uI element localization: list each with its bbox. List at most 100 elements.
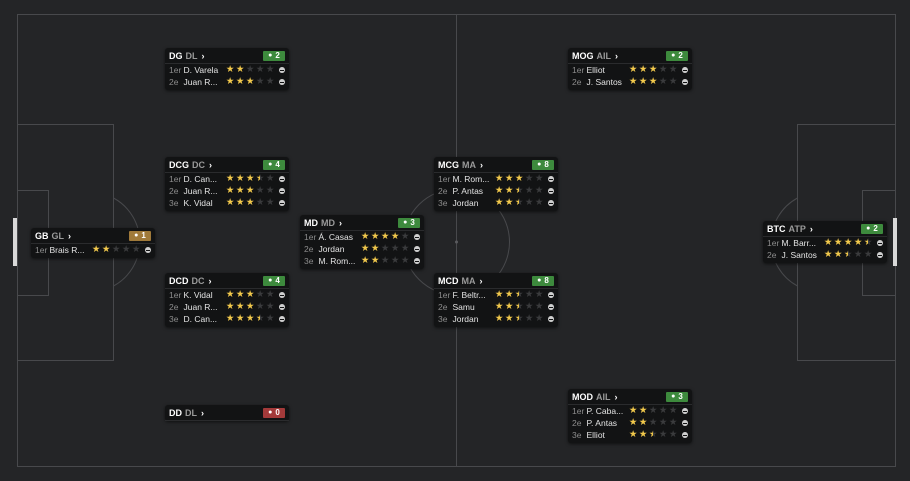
position-header[interactable]: DD DL › ● 0 xyxy=(165,405,289,421)
chevron-right-icon[interactable]: › xyxy=(201,50,205,61)
player-row[interactable]: 1er M. Barr... ★ ★ ★ ★ ★ xyxy=(763,237,887,249)
remove-player-icon[interactable] xyxy=(414,246,420,252)
player-row[interactable]: 1er K. Vidal ★ ★ ★ ★ ★ xyxy=(165,289,289,301)
player-name[interactable]: Jordan xyxy=(318,244,345,254)
remove-player-icon[interactable] xyxy=(145,247,151,253)
remove-player-icon[interactable] xyxy=(414,258,420,264)
position-card-dcd[interactable]: DCD DC › ● 4 1er K. Vidal ★ ★ ★ ★ ★ 2e Juan R... ★ ★ ★ ★ ★… xyxy=(165,273,289,327)
player-name[interactable]: M. Barr... xyxy=(781,238,816,248)
position-card-btc[interactable]: BTC ATP › ● 2 1er M. Barr... ★ ★ ★ ★ ★ 2e J. Santos ★ ★… xyxy=(763,221,887,263)
player-row[interactable]: 1er D. Can... ★ ★ ★ ★ ★ xyxy=(165,173,289,185)
player-row[interactable]: 1er P. Caba... ★ ★ ★ ★ ★ xyxy=(568,405,692,417)
chevron-right-icon[interactable]: › xyxy=(615,50,618,61)
player-name[interactable]: F. Beltr... xyxy=(452,290,486,300)
player-row[interactable]: 2e Jordan ★ ★ ★ ★ ★ xyxy=(300,243,424,255)
player-name[interactable]: D. Can... xyxy=(183,314,218,324)
player-row[interactable]: 2e Juan R... ★ ★ ★ ★ ★ xyxy=(165,76,289,88)
position-card-mod[interactable]: MOD AIL › ● 3 1er P. Caba... ★ ★ ★ ★ ★ 2e P. Antas ★ ★ ★… xyxy=(568,389,692,443)
chevron-right-icon[interactable]: › xyxy=(809,223,813,234)
chevron-right-icon[interactable]: › xyxy=(68,230,71,241)
chevron-right-icon[interactable]: › xyxy=(614,391,618,402)
player-row[interactable]: 2e J. Santos ★ ★ ★ ★ ★ xyxy=(763,249,887,261)
player-row[interactable]: 2e P. Antas ★ ★ ★ ★ ★ xyxy=(568,417,692,429)
player-name[interactable]: Juan R... xyxy=(183,186,218,196)
chevron-right-icon[interactable]: › xyxy=(208,275,212,286)
remove-player-icon[interactable] xyxy=(682,79,688,85)
player-row[interactable]: 2e Samu ★ ★ ★ ★ ★ xyxy=(434,301,558,313)
player-name[interactable]: M. Rom... xyxy=(318,256,356,266)
player-row[interactable]: 1er Á. Casas ★ ★ ★ ★ ★ xyxy=(300,231,424,243)
remove-player-icon[interactable] xyxy=(279,304,285,310)
chevron-right-icon[interactable]: › xyxy=(479,275,483,286)
player-row[interactable]: 2e J. Santos ★ ★ ★ ★ ★ xyxy=(568,76,692,88)
player-name[interactable]: Á. Casas xyxy=(318,232,353,242)
remove-player-icon[interactable] xyxy=(279,200,285,206)
position-card-mcg[interactable]: MCG MA › ● 8 1er M. Rom... ★ ★ ★ ★ ★ 2e P. Antas ★ ★ ★ ★ ★… xyxy=(434,157,558,211)
remove-player-icon[interactable] xyxy=(548,292,554,298)
player-row[interactable]: 3e Jordan ★ ★ ★ ★ ★ xyxy=(434,197,558,209)
player-name[interactable]: Brais R... xyxy=(49,245,85,255)
player-row[interactable]: 1er F. Beltr... ★ ★ ★ ★ ★ xyxy=(434,289,558,301)
player-row[interactable]: 1er Brais R... ★ ★ ★ ★ ★ xyxy=(31,244,155,256)
remove-player-icon[interactable] xyxy=(682,420,688,426)
remove-player-icon[interactable] xyxy=(877,252,883,258)
player-row[interactable]: 3e K. Vidal ★ ★ ★ ★ ★ xyxy=(165,197,289,209)
remove-player-icon[interactable] xyxy=(682,67,688,73)
remove-player-icon[interactable] xyxy=(548,188,554,194)
player-row[interactable]: 1er D. Varela ★ ★ ★ ★ ★ xyxy=(165,64,289,76)
position-card-dd[interactable]: DD DL › ● 0 xyxy=(165,405,289,421)
remove-player-icon[interactable] xyxy=(682,408,688,414)
player-name[interactable]: J. Santos xyxy=(781,250,817,260)
player-row[interactable]: 3e Jordan ★ ★ ★ ★ ★ xyxy=(434,313,558,325)
player-row[interactable]: 1er Elliot ★ ★ ★ ★ ★ xyxy=(568,64,692,76)
player-row[interactable]: 2e Juan R... ★ ★ ★ ★ ★ xyxy=(165,185,289,197)
player-row[interactable]: 3e D. Can... ★ ★ ★ ★ ★ xyxy=(165,313,289,325)
chevron-right-icon[interactable]: › xyxy=(209,159,212,170)
remove-player-icon[interactable] xyxy=(414,234,420,240)
player-name[interactable]: J. Santos xyxy=(586,77,622,87)
remove-player-icon[interactable] xyxy=(682,432,688,438)
position-header[interactable]: MD MD › ● 3 xyxy=(300,215,424,231)
position-card-mog[interactable]: MOG AIL › ● 2 1er Elliot ★ ★ ★ ★ ★ 2e J. Santos ★ ★ ★ ★ ★ xyxy=(568,48,692,90)
player-name[interactable]: P. Caba... xyxy=(586,406,624,416)
remove-player-icon[interactable] xyxy=(279,79,285,85)
position-header[interactable]: DCD DC › ● 4 xyxy=(165,273,289,289)
player-name[interactable]: P. Antas xyxy=(452,186,484,196)
remove-player-icon[interactable] xyxy=(548,176,554,182)
position-header[interactable]: MOD AIL › ● 3 xyxy=(568,389,692,405)
remove-player-icon[interactable] xyxy=(279,67,285,73)
chevron-right-icon[interactable]: › xyxy=(339,217,342,228)
player-name[interactable]: Jordan xyxy=(452,198,479,208)
position-card-mcd[interactable]: MCD MA › ● 8 1er F. Beltr... ★ ★ ★ ★ ★ 2e Samu ★ ★ ★ ★ ★ 3e… xyxy=(434,273,558,327)
remove-player-icon[interactable] xyxy=(279,292,285,298)
player-name[interactable]: M. Rom... xyxy=(452,174,490,184)
remove-player-icon[interactable] xyxy=(279,176,285,182)
position-header[interactable]: GB GL › ● 1 xyxy=(31,228,155,244)
position-header[interactable]: MCD MA › ● 8 xyxy=(434,273,558,289)
remove-player-icon[interactable] xyxy=(279,316,285,322)
remove-player-icon[interactable] xyxy=(548,304,554,310)
remove-player-icon[interactable] xyxy=(548,316,554,322)
player-name[interactable]: K. Vidal xyxy=(183,198,213,208)
player-name[interactable]: Elliot xyxy=(586,430,605,440)
position-card-gb[interactable]: GB GL › ● 1 1er Brais R... ★ ★ ★ ★ ★ xyxy=(31,228,155,258)
position-header[interactable]: MOG AIL › ● 2 xyxy=(568,48,692,64)
player-name[interactable]: K. Vidal xyxy=(183,290,213,300)
remove-player-icon[interactable] xyxy=(548,200,554,206)
position-header[interactable]: DG DL › ● 2 xyxy=(165,48,289,64)
position-header[interactable]: MCG MA › ● 8 xyxy=(434,157,558,173)
remove-player-icon[interactable] xyxy=(279,188,285,194)
position-card-dcg[interactable]: DCG DC › ● 4 1er D. Can... ★ ★ ★ ★ ★ 2e Juan R... ★ ★ ★ ★… xyxy=(165,157,289,211)
player-name[interactable]: P. Antas xyxy=(586,418,618,428)
chevron-right-icon[interactable]: › xyxy=(201,407,204,418)
player-name[interactable]: Jordan xyxy=(452,314,479,324)
player-name[interactable]: Samu xyxy=(452,302,475,312)
remove-player-icon[interactable] xyxy=(877,240,883,246)
player-name[interactable]: Juan R... xyxy=(183,77,218,87)
position-card-md[interactable]: MD MD › ● 3 1er Á. Casas ★ ★ ★ ★ ★ 2e Jordan ★ ★ ★ ★ ★ 3e M.… xyxy=(300,215,424,269)
player-row[interactable]: 3e Elliot ★ ★ ★ ★ ★ xyxy=(568,429,692,441)
position-header[interactable]: BTC ATP › ● 2 xyxy=(763,221,887,237)
player-name[interactable]: D. Can... xyxy=(183,174,218,184)
player-row[interactable]: 2e Juan R... ★ ★ ★ ★ ★ xyxy=(165,301,289,313)
player-name[interactable]: D. Varela xyxy=(183,65,219,75)
